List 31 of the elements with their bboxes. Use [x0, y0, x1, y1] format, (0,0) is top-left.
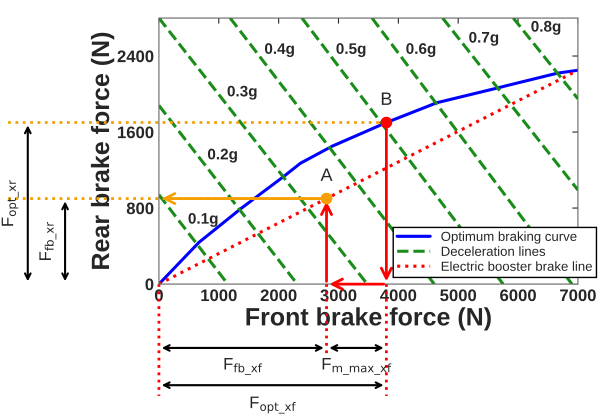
annotation: 0.4g [264, 43, 294, 58]
annotation: 0.7g [469, 32, 498, 46]
annotation: 0.8g [531, 20, 560, 35]
text: F$_{m_max_xf}$ [322, 358, 392, 376]
text: F$_{fb_xf}$ [224, 358, 262, 376]
annotation: 0.1g [188, 212, 218, 227]
y-axis-title: Rear brake force (N) [90, 32, 114, 269]
series-label: A [320, 168, 333, 181]
text: F$_{fb_xr}$ [39, 222, 56, 260]
x-tick-label: 1000 [201, 289, 237, 302]
annotation: 0.2g [208, 148, 237, 163]
x-tick-label: 3000 [320, 289, 356, 302]
x-tick-label: 4000 [380, 289, 416, 302]
legend-label: Optimum braking curve [441, 231, 577, 244]
annotation: 0.6g [406, 43, 436, 58]
x-tick-label: 2000 [260, 289, 296, 302]
legend-label: Electric booster brake line [442, 261, 592, 271]
x-tick-label: 6000 [500, 289, 536, 302]
legend-label: Deceleration lines [442, 246, 546, 256]
text: F$_{opt_xr}$ [2, 180, 19, 226]
y-tick-label: 1600 [118, 126, 154, 138]
x-tick-label: 5000 [440, 289, 476, 302]
x-tick-label: 7000 [560, 289, 596, 302]
text: F$_{opt_xf}$ [250, 396, 296, 414]
x-axis-title: Front brake force (N) [246, 307, 491, 331]
series-label: B [382, 92, 392, 105]
y-tick-label: 0 [145, 278, 154, 290]
y-tick-label: 800 [126, 202, 154, 214]
y-tick-label: 2400 [118, 50, 154, 62]
annotation: 0.3g [228, 86, 257, 100]
annotation: 0.5g [336, 43, 366, 58]
